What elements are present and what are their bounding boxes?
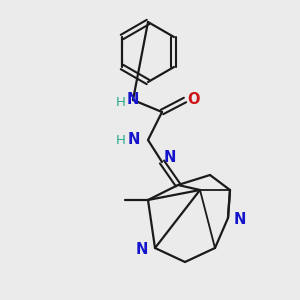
Text: N: N — [136, 242, 148, 256]
Text: H: H — [116, 134, 126, 148]
Text: N: N — [164, 151, 176, 166]
Text: N: N — [234, 212, 246, 227]
Text: N: N — [127, 92, 139, 107]
Text: N: N — [128, 133, 140, 148]
Text: H: H — [116, 95, 126, 109]
Text: O: O — [187, 92, 199, 107]
